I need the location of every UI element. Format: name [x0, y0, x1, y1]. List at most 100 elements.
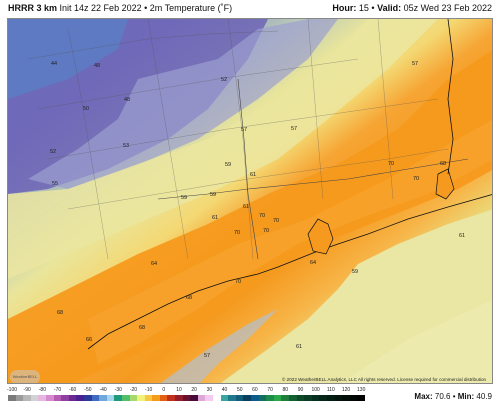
colorbar-swatch	[99, 395, 107, 401]
temp-label: 52	[50, 149, 57, 155]
colorbar-swatch	[61, 395, 69, 401]
copyright-text: © 2022 WeatherBELL Analytics, LLC All ri…	[282, 377, 487, 382]
colorbar-ticks: -100 -90 -80 -70 -60 -50 -40 -30 -20 -10 0 10 20 30 40…	[6, 387, 366, 395]
colorbar-swatch	[342, 395, 350, 401]
colorbar-tick-label: 30	[206, 387, 213, 393]
colorbar-swatch	[30, 395, 39, 401]
temp-label: 59	[352, 269, 359, 275]
colorbar-swatch	[197, 395, 206, 401]
colorbar-swatch	[205, 395, 214, 401]
hour-label: Hour:	[332, 3, 357, 13]
temp-label: 59	[181, 195, 188, 201]
colorbar-swatch	[266, 395, 274, 401]
temp-label: 61	[243, 204, 250, 210]
temp-label: 66	[86, 337, 93, 343]
temp-label: 70	[388, 161, 395, 167]
valid-value: 05z Wed 23 Feb 2022	[403, 3, 492, 13]
colorbar-swatch	[152, 395, 160, 401]
colorbar-swatch	[53, 395, 62, 401]
temp-label: 57	[412, 61, 419, 67]
model-name: HRRR 3 km	[8, 3, 58, 13]
map-canvas	[8, 19, 492, 383]
colorbar-swatch	[137, 395, 145, 401]
min-label: Min:	[457, 392, 475, 401]
colorbar-tick-label: 0	[162, 387, 166, 393]
colorbar-tick-label: -100	[6, 387, 18, 393]
colorbar-tick-label: -10	[145, 387, 153, 393]
colorbar-tick-label: -60	[69, 387, 77, 393]
header-bar: HRRR 3 km Init 14z 22 Feb 2022 • 2m Temp…	[0, 0, 500, 18]
temp-label: 68	[440, 161, 447, 167]
colorbar-tick-label: 40	[221, 387, 228, 393]
temp-label: 57	[291, 126, 298, 132]
temp-label: 64	[310, 260, 317, 266]
temp-label: 59	[210, 192, 217, 198]
max-min-readout: Max: 70.6 • Min: 40.9	[414, 392, 492, 401]
colorbar-swatch	[326, 395, 335, 401]
colorbar-swatch	[243, 395, 251, 401]
colorbar-tick-label: -20	[129, 387, 138, 393]
temp-label: 70	[273, 218, 280, 224]
colorbar-swatch	[175, 395, 183, 401]
colorbar-swatch	[228, 395, 236, 401]
colorbar-swatch	[273, 395, 282, 401]
temp-label: 70	[263, 228, 270, 234]
colorbar-tick-label: -70	[53, 387, 62, 393]
colorbar-swatch	[251, 395, 259, 401]
colorbar-tick-label: 130	[357, 387, 366, 393]
temp-label: 59	[225, 162, 232, 168]
colorbar-tick-label: 70	[267, 387, 273, 393]
max-label: Max:	[414, 392, 433, 401]
temp-label: 44	[51, 61, 58, 67]
temp-label: 48	[94, 63, 101, 69]
model-title: HRRR 3 km Init 14z 22 Feb 2022 • 2m Temp…	[8, 3, 232, 13]
colorbar-swatch	[167, 395, 176, 401]
temp-label: 61	[459, 233, 466, 239]
temp-label: 48	[124, 97, 131, 103]
valid-time: Hour: 15 • Valid: 05z Wed 23 Feb 2022	[332, 3, 492, 13]
temp-label: 57	[241, 127, 248, 133]
temp-label: 57	[204, 353, 211, 359]
colorbar	[8, 395, 365, 401]
colorbar-swatch	[68, 395, 77, 401]
temp-label: 70	[259, 213, 266, 219]
colorbar-swatch	[91, 395, 100, 401]
colorbar-swatch	[319, 395, 327, 401]
colorbar-swatch	[144, 395, 153, 401]
colorbar-tick-label: 60	[252, 387, 258, 393]
colorbar-swatch	[114, 395, 122, 401]
colorbar-swatch	[357, 395, 365, 401]
colorbar-swatch	[349, 395, 358, 401]
colorbar-tick-label: 120	[341, 387, 351, 393]
temp-label: 61	[212, 215, 219, 221]
colorbar-swatch	[38, 395, 46, 401]
colorbar-swatch	[288, 395, 297, 401]
colorbar-swatch	[258, 395, 267, 401]
max-value: 70.6	[434, 392, 451, 401]
colorbar-swatch	[23, 395, 31, 401]
temperature-map[interactable]: WeatherBELL 44 48 52 57 50 48 57 57 52 5…	[7, 18, 493, 384]
colorbar-swatch	[213, 395, 221, 401]
colorbar-tick-label: 90	[297, 387, 304, 393]
temp-label: 52	[221, 77, 228, 83]
colorbar-tick-label: -80	[38, 387, 46, 393]
weatherbell-logo: WeatherBELL	[10, 370, 40, 383]
colorbar-tick-label: 80	[282, 387, 289, 393]
temp-label: 70	[413, 176, 420, 182]
temp-label: 64	[151, 261, 158, 267]
temp-label: 61	[296, 344, 303, 350]
colorbar-tick-label: 100	[311, 387, 320, 393]
temp-label: 55	[52, 181, 59, 187]
temp-label: 70	[235, 279, 242, 285]
colorbar-tick-label: 10	[176, 387, 182, 393]
colorbar-swatch	[129, 395, 138, 401]
temp-label: 70	[234, 230, 241, 236]
colorbar-swatch	[311, 395, 320, 401]
colorbar-swatch	[121, 395, 130, 401]
temp-label: 50	[83, 106, 90, 112]
colorbar-swatch	[235, 395, 244, 401]
valid-label: Valid:	[377, 3, 402, 13]
colorbar-tick-label: -40	[99, 387, 107, 393]
init-info: Init 14z 22 Feb 2022 • 2m Temperature (˚…	[59, 3, 233, 13]
colorbar-swatch	[182, 395, 191, 401]
